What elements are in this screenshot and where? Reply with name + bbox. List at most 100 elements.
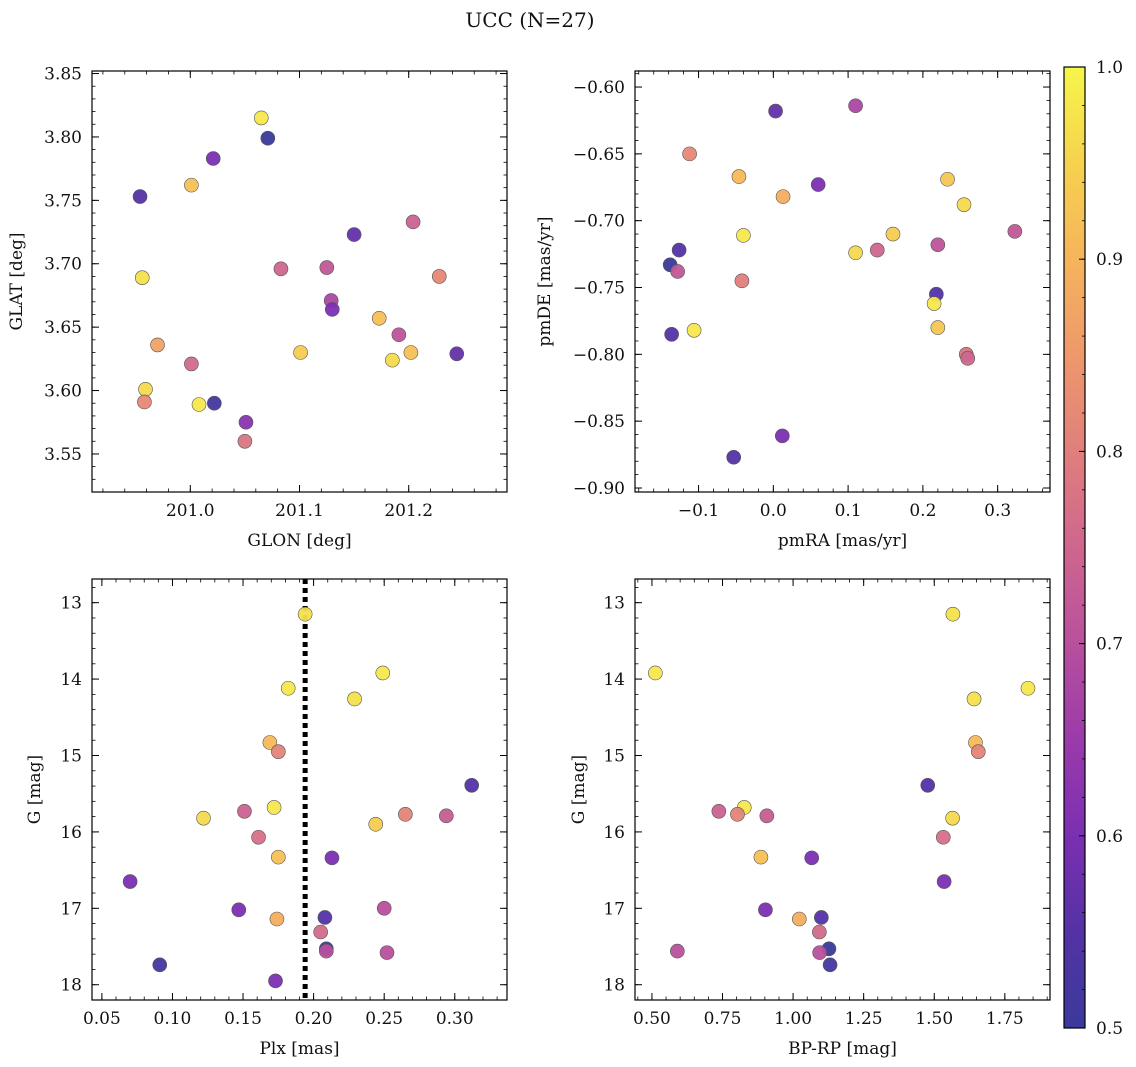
scatter-point	[237, 803, 252, 819]
x-axis-label: GLON [deg]	[247, 531, 351, 551]
scatter-point	[822, 957, 838, 973]
y-tick-label: 3.85	[44, 65, 82, 85]
y-tick-label: 14	[603, 670, 625, 690]
panel-4: 0.50 0.75 1.00 1.25 1.50 1.75 13 14 15 16 17 18 BP-R…	[569, 578, 1051, 1059]
scatter-point	[271, 849, 286, 865]
scatter-point	[269, 911, 285, 927]
x-tick-label: 0.05	[83, 1009, 121, 1029]
scatter-point	[926, 296, 942, 311]
scatter-point	[449, 346, 465, 362]
scatter-point	[405, 214, 421, 230]
y-tick-label: −0.90	[573, 479, 625, 499]
y-tick-label: −0.75	[573, 279, 625, 299]
scatter-point	[936, 874, 952, 889]
y-tick-label: 3.70	[44, 255, 82, 275]
colorbar-tick-label: 0.6	[1096, 827, 1123, 847]
scatter-point	[848, 245, 863, 261]
scatter-point	[753, 849, 769, 865]
scatter-point	[812, 924, 827, 940]
y-tick-label: 16	[603, 823, 625, 843]
figure-title: UCC (N=27)	[465, 8, 594, 32]
scatter-point	[945, 606, 961, 622]
scatter-point	[885, 226, 901, 242]
scatter-point	[134, 270, 150, 285]
x-tick-label: 0.10	[154, 1009, 192, 1029]
scatter-point	[930, 320, 946, 335]
y-tick-label: 15	[60, 746, 82, 766]
scatter-point	[324, 850, 340, 866]
x-axis-label: BP-RP [mag]	[788, 1039, 897, 1059]
scatter-point	[403, 345, 419, 360]
scatter-point	[775, 428, 790, 444]
scatter-point	[191, 397, 207, 412]
scatter-point	[730, 807, 745, 822]
scatter-point	[682, 146, 697, 162]
scatter-point	[346, 227, 362, 242]
x-tick-label: 0.75	[704, 1009, 742, 1029]
scatter-point	[184, 356, 199, 372]
scatter-point	[731, 169, 747, 184]
colorbar: 0.5 0.6 0.7 0.8 0.9 1.0	[1063, 58, 1123, 1039]
y-axis-label: G [mag]	[25, 755, 45, 824]
scatter-point	[670, 943, 685, 959]
y-tick-label: −0.65	[573, 145, 625, 165]
scatter-point	[960, 351, 976, 366]
scatter-point	[736, 228, 751, 243]
scatter-point	[759, 808, 775, 824]
scatter-point	[122, 874, 138, 889]
scatter-point	[184, 177, 199, 193]
scatter-point	[132, 189, 148, 204]
scatter-point	[297, 606, 313, 622]
y-axis-label: pmDE [mas/yr]	[535, 216, 555, 346]
plot-frame	[91, 70, 508, 493]
scatter-point	[379, 945, 395, 960]
y-tick-label: 15	[603, 746, 625, 766]
scatter-point	[273, 261, 289, 277]
x-tick-label: 0.25	[365, 1009, 403, 1029]
scatter-point	[138, 381, 153, 397]
y-tick-label: 13	[60, 594, 82, 614]
scatter-point	[648, 665, 663, 681]
scatter-point	[869, 242, 885, 258]
panel-2: −0.1 0.0 0.1 0.2 0.3 −0.90 −0.85 −0.80 −0.75 −0.7…	[535, 70, 1051, 551]
scatter-point	[376, 901, 392, 916]
x-tick-label: 1.75	[986, 1009, 1024, 1029]
scatter-point	[686, 322, 702, 338]
y-tick-label: 14	[60, 670, 82, 690]
y-tick-label: 3.75	[44, 191, 82, 211]
y-tick-label: 3.55	[44, 445, 82, 465]
scatter-point	[293, 345, 308, 360]
y-tick-label: 17	[603, 899, 625, 919]
scatter-point	[260, 130, 276, 146]
scatter-point	[319, 943, 334, 959]
x-axis-label: pmRA [mas/yr]	[778, 531, 907, 551]
scatter-point	[930, 237, 946, 253]
scatter-point	[268, 973, 283, 989]
scatter-point	[313, 924, 328, 940]
scatter-point	[439, 808, 454, 824]
x-tick-label: 1.25	[845, 1009, 883, 1029]
x-tick-label: 201.1	[275, 501, 324, 521]
scatter-point	[152, 957, 168, 973]
scatter-point	[324, 302, 340, 317]
y-axis-label: GLAT [deg]	[7, 232, 27, 330]
scatter-point	[237, 433, 253, 449]
scatter-point	[664, 326, 679, 342]
panel-3: 0.05 0.10 0.15 0.20 0.25 0.30 13 14 15 16 17 18 Plx …	[25, 578, 508, 1059]
y-tick-label: 3.65	[44, 318, 82, 338]
scatter-point	[253, 110, 269, 126]
y-tick-label: 13	[603, 594, 625, 614]
scatter-point	[920, 777, 936, 793]
scatter-point	[671, 242, 687, 258]
scatter-point	[207, 395, 222, 411]
scatter-point	[368, 816, 384, 832]
x-tick-label: 0.1	[835, 501, 862, 521]
scatter-point	[266, 800, 282, 815]
scatter-point	[251, 829, 266, 845]
scatter-point	[810, 177, 826, 192]
scatter-point	[970, 744, 986, 759]
y-tick-label: 18	[60, 976, 82, 996]
colorbar-tick-label: 0.7	[1096, 635, 1123, 655]
y-tick-label: 17	[60, 899, 82, 919]
